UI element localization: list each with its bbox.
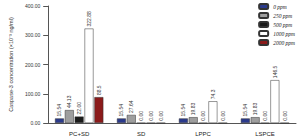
svg-text:44.13: 44.13 [66,95,72,108]
svg-text:15.54: 15.54 [180,104,186,117]
svg-text:200.00: 200.00 [25,62,41,68]
svg-text:2000 ppm: 2000 ppm [273,40,295,46]
svg-text:322.88: 322.88 [86,11,92,27]
svg-text:400.00: 400.00 [25,3,41,9]
svg-text:88.5: 88.5 [96,85,102,95]
svg-text:0 ppm: 0 ppm [273,4,287,10]
svg-text:0.00: 0.00 [148,111,154,121]
svg-text:0.00: 0.00 [220,111,226,121]
svg-text:0.00: 0.00 [200,111,206,121]
svg-text:100.00: 100.00 [25,91,41,97]
svg-text:15.54: 15.54 [56,104,62,117]
svg-text:0.00: 0.00 [30,120,40,126]
svg-text:0.00: 0.00 [158,111,164,121]
svg-text:PC+SD: PC+SD [69,131,90,137]
svg-text:74.3: 74.3 [210,89,216,99]
svg-text:146.5: 146.5 [272,65,278,78]
svg-text:19.83: 19.83 [190,102,196,115]
svg-text:300.00: 300.00 [25,32,41,38]
svg-text:19.83: 19.83 [252,102,258,115]
svg-text:27.64: 27.64 [128,100,134,113]
svg-text:500 ppm: 500 ppm [273,22,292,28]
svg-text:250 ppm: 250 ppm [273,13,292,19]
svg-text:Caspase-3 concentration (×10⁻³: Caspase-3 concentration (×10⁻³ ng/ml) [8,17,14,112]
svg-text:0.00: 0.00 [262,111,268,121]
svg-text:0.00: 0.00 [138,111,144,121]
svg-text:1000 ppm: 1000 ppm [273,31,295,37]
svg-text:15.54: 15.54 [118,104,124,117]
svg-text:LPPC: LPPC [195,131,211,137]
svg-text:0.00: 0.00 [282,111,288,121]
svg-text:SD: SD [137,131,146,137]
svg-text:LSPCE: LSPCE [255,131,275,137]
svg-text:15.54: 15.54 [242,104,248,117]
svg-text:22.00: 22.00 [76,102,82,115]
